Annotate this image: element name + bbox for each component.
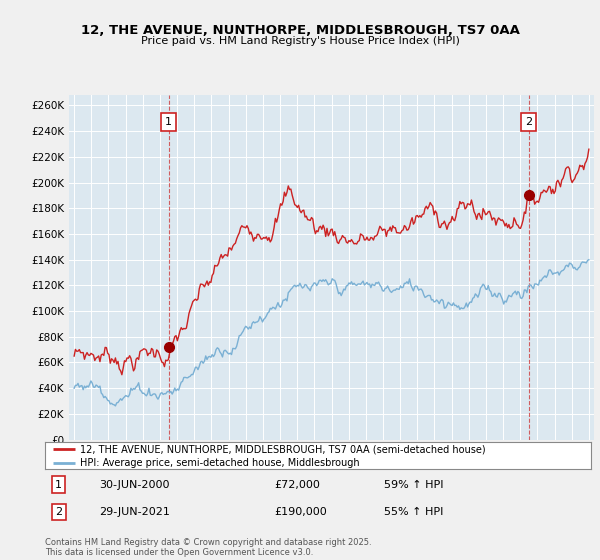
- Text: 29-JUN-2021: 29-JUN-2021: [100, 507, 170, 517]
- Text: Price paid vs. HM Land Registry's House Price Index (HPI): Price paid vs. HM Land Registry's House …: [140, 36, 460, 46]
- Text: 55% ↑ HPI: 55% ↑ HPI: [383, 507, 443, 517]
- Text: 12, THE AVENUE, NUNTHORPE, MIDDLESBROUGH, TS7 0AA (semi-detached house): 12, THE AVENUE, NUNTHORPE, MIDDLESBROUGH…: [80, 444, 486, 454]
- Text: 2: 2: [55, 507, 62, 517]
- Text: £72,000: £72,000: [274, 480, 320, 490]
- Text: 2: 2: [525, 117, 532, 127]
- Text: 12, THE AVENUE, NUNTHORPE, MIDDLESBROUGH, TS7 0AA: 12, THE AVENUE, NUNTHORPE, MIDDLESBROUGH…: [80, 24, 520, 37]
- Text: £190,000: £190,000: [274, 507, 327, 517]
- Text: 59% ↑ HPI: 59% ↑ HPI: [383, 480, 443, 490]
- Text: 1: 1: [165, 117, 172, 127]
- Text: HPI: Average price, semi-detached house, Middlesbrough: HPI: Average price, semi-detached house,…: [80, 458, 360, 468]
- Text: Contains HM Land Registry data © Crown copyright and database right 2025.
This d: Contains HM Land Registry data © Crown c…: [45, 538, 371, 557]
- Text: 30-JUN-2000: 30-JUN-2000: [100, 480, 170, 490]
- Text: 1: 1: [55, 480, 62, 490]
